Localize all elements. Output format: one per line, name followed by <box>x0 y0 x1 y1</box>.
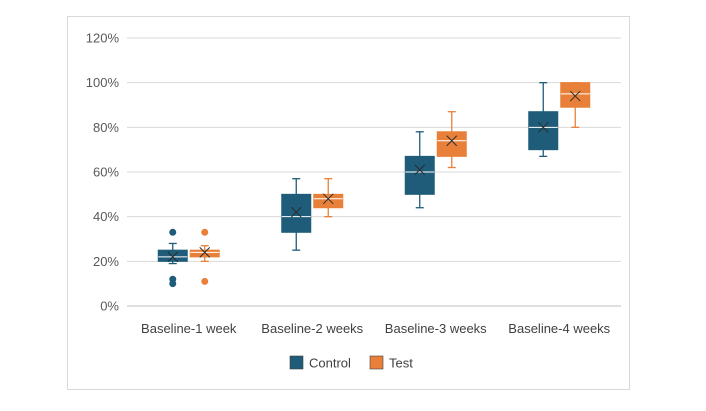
box-test-1 <box>189 228 220 285</box>
chart-frame: 0% 20% 40% 60% 80% 100% 120% Baseline-1 week Bas… <box>67 16 630 390</box>
box-control-2 <box>281 178 312 251</box>
y-tick-label: 100% <box>86 75 120 90</box>
x-category-label: Baseline-2 weeks <box>261 321 363 336</box>
box-control-4 <box>528 82 559 158</box>
x-category-label: Baseline-1 week <box>141 321 237 336</box>
y-tick-label: 20% <box>93 254 119 269</box>
iqr-box <box>281 193 312 233</box>
y-tick-label: 40% <box>93 209 119 224</box>
mean-marker <box>322 193 334 205</box>
box-test-2 <box>313 178 344 218</box>
y-tick-label: 0% <box>100 299 119 314</box>
mean-marker <box>569 90 581 102</box>
x-category-label: Baseline-4 weeks <box>508 321 610 336</box>
y-tick-label: 80% <box>93 120 119 135</box>
iqr-box <box>436 131 467 157</box>
outlier-point <box>201 228 209 236</box>
iqr-box <box>404 155 435 195</box>
box-test-4 <box>560 82 591 128</box>
legend-label-control: Control <box>309 356 351 371</box>
y-tick-label: 60% <box>93 165 119 180</box>
iqr-box <box>313 193 344 209</box>
iqr-box <box>528 111 559 151</box>
outlier-point <box>169 228 177 236</box>
box-plot-chart: 0% 20% 40% 60% 80% 100% 120% Baseline-1 week Bas… <box>86 31 621 371</box>
iqr-box <box>189 249 220 258</box>
mean-marker <box>199 247 211 258</box>
box-control-1 <box>157 228 188 288</box>
legend-swatch-control <box>289 355 304 370</box>
legend-swatch-test <box>369 355 384 370</box>
box-control-3 <box>404 131 435 209</box>
mean-marker <box>414 164 426 176</box>
outlier-point <box>169 280 177 288</box>
iqr-box <box>560 82 591 108</box>
x-category-label: Baseline-3 weeks <box>385 321 487 336</box>
mean-marker <box>290 206 302 218</box>
outlier-point <box>201 277 209 285</box>
mean-marker <box>446 135 458 147</box>
y-tick-label: 120% <box>86 31 120 46</box>
mean-marker <box>167 251 179 263</box>
iqr-box <box>157 249 188 262</box>
legend-label-test: Test <box>389 356 413 371</box>
mean-marker <box>537 121 549 133</box>
box-test-3 <box>436 111 467 169</box>
